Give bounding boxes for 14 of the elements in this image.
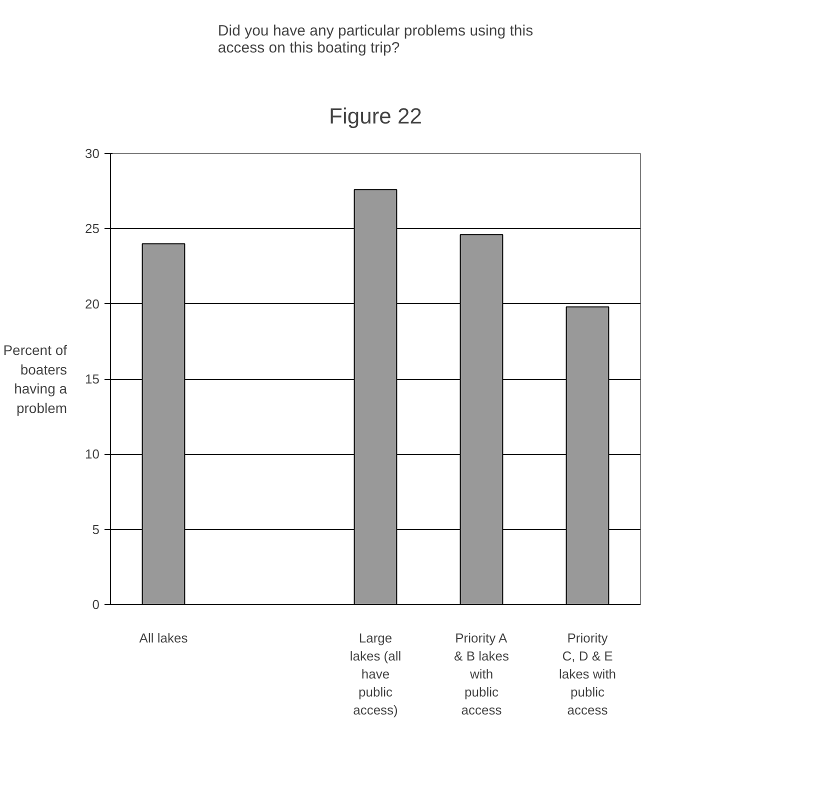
y-axis-title: Percent of boaters having a problem (3, 342, 68, 416)
y-tick-label: 5 (92, 522, 100, 537)
x-tick-label: All lakes (139, 630, 188, 646)
y-tick-label: 0 (92, 597, 100, 612)
y-tick-label: 10 (85, 446, 100, 462)
x-tick-label: Priority C, D & E lakes with public access (558, 630, 616, 718)
y-tick-label: 15 (85, 372, 100, 386)
chart-title: Figure 22 (329, 104, 422, 128)
y-tick-label: 25 (85, 221, 100, 236)
x-tick-label: Priority A & B lakes with public access (454, 630, 510, 718)
y-tick-label: 30 (85, 146, 100, 161)
chart-subtitle: Did you have any particular problems using this access on this boating trip? (218, 22, 534, 56)
y-tick-label: 20 (85, 296, 100, 312)
x-tick-label: Large lakes (all have public access) (350, 630, 402, 718)
